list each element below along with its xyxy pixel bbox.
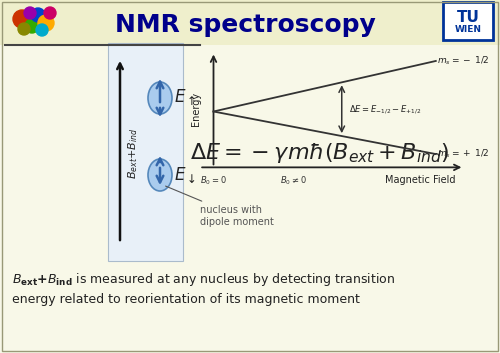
Bar [0,263,500,353]
Text: nucleus with
dipole moment: nucleus with dipole moment [166,186,274,227]
Bar [0,45,500,263]
Circle shape [31,8,45,22]
Text: TU: TU [456,10,479,24]
Text: $E_\uparrow$: $E_\uparrow$ [174,87,196,107]
Text: NMR spectroscopy: NMR spectroscopy [114,13,376,37]
Text: WIEN: WIEN [454,25,481,35]
Text: $\Delta E = E_{-1/2} - E_{+1/2}$: $\Delta E = E_{-1/2} - E_{+1/2}$ [349,103,421,115]
Ellipse shape [148,159,172,191]
Text: $\mathbf{\mathit{B}}_{\mathbf{ext}}$$\mathbf{+}\mathbf{\mathit{B}}_{\mathbf{ind}: $\mathbf{\mathit{B}}_{\mathbf{ext}}$$\ma… [12,271,396,288]
Circle shape [13,10,31,28]
Text: $B_0 \neq 0$: $B_0 \neq 0$ [280,174,306,186]
Text: Magnetic Field: Magnetic Field [385,175,456,185]
Text: energy related to reorientation of its magnetic moment: energy related to reorientation of its m… [12,293,360,305]
Circle shape [24,7,36,19]
Circle shape [36,24,48,36]
Ellipse shape [148,82,172,114]
Text: $B_{ext}$$+B_{ind}$: $B_{ext}$$+B_{ind}$ [126,127,140,179]
Text: Energy: Energy [192,92,202,126]
Text: $B_0 = 0$: $B_0 = 0$ [200,174,227,186]
Text: $\Delta E = -\gamma m \hbar (B_{ext} + B_{ind})$: $\Delta E = -\gamma m \hbar (B_{ext} + B… [190,141,450,165]
Circle shape [38,15,54,31]
Bar [0,0,500,45]
Circle shape [25,19,39,33]
Circle shape [18,23,30,35]
Text: $m_s = +\ 1/2$: $m_s = +\ 1/2$ [437,148,490,160]
Text: $E_\downarrow$: $E_\downarrow$ [174,165,196,185]
Bar [108,43,183,261]
Circle shape [44,7,56,19]
Text: $m_s = -\ 1/2$: $m_s = -\ 1/2$ [437,55,490,67]
Bar [443,2,493,40]
